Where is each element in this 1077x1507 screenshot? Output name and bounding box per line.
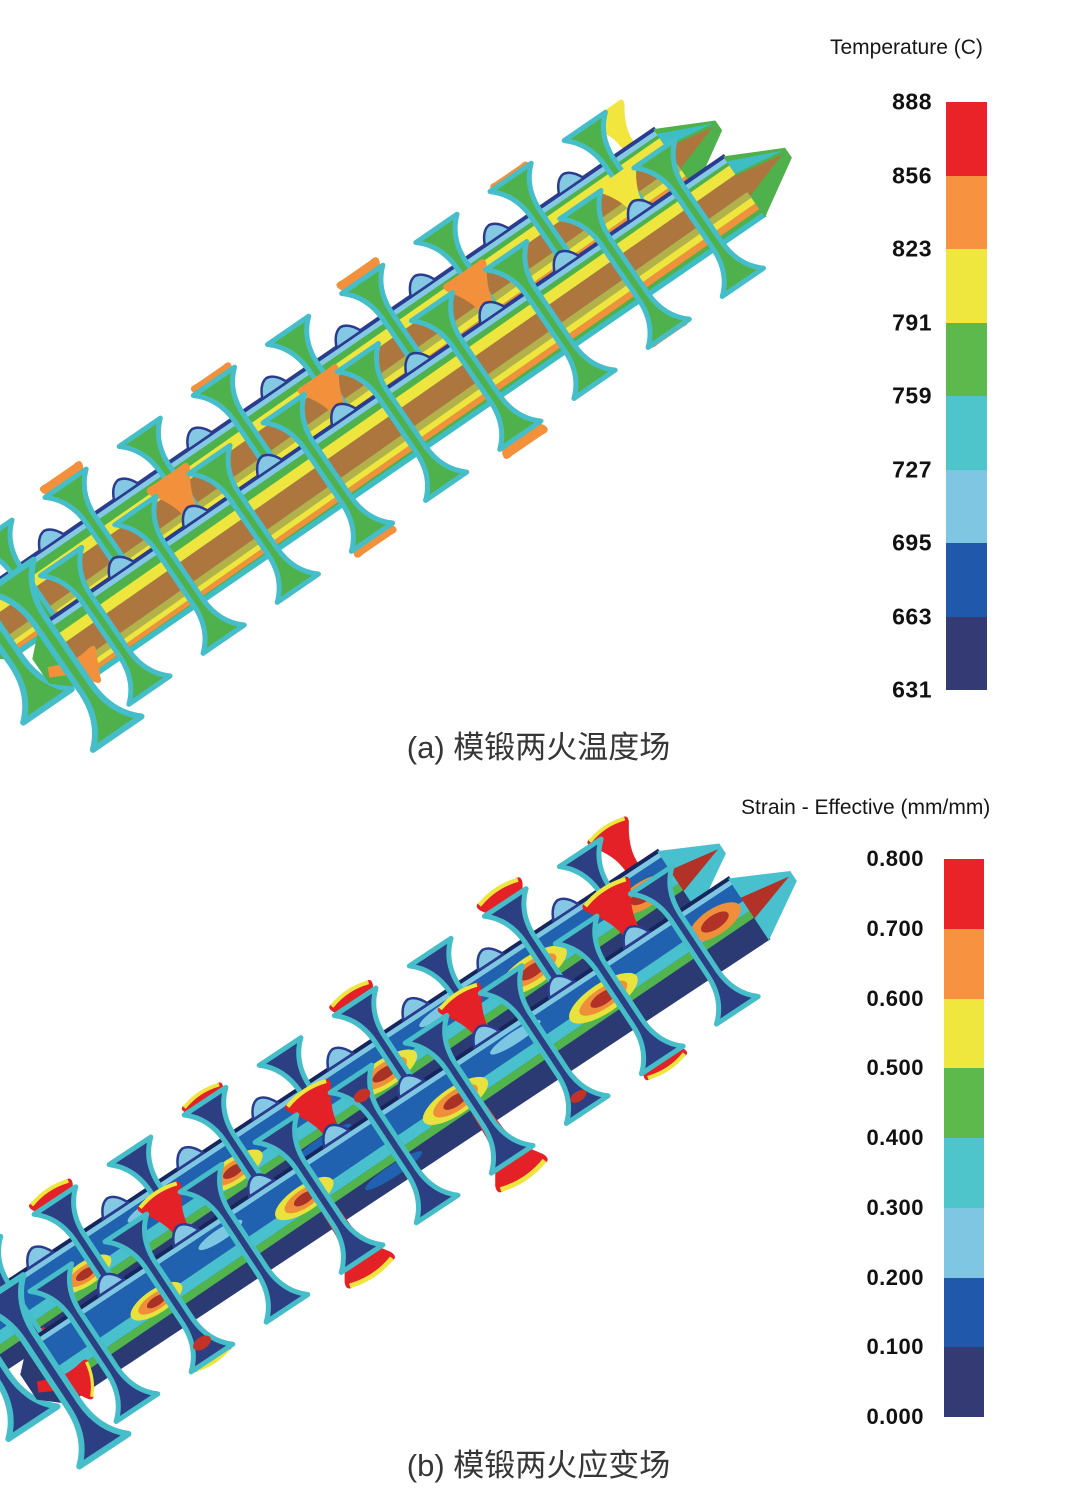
temperature-colorbar-ticks: 888 856 823 791 759 727 695 663 631 bbox=[826, 89, 932, 703]
colorbar-band bbox=[944, 1277, 984, 1348]
colorbar-band bbox=[946, 175, 987, 249]
colorbar-band bbox=[944, 859, 984, 929]
colorbar-band bbox=[944, 998, 984, 1069]
colorbar-band bbox=[946, 102, 987, 176]
colorbar-band bbox=[946, 396, 987, 470]
temperature-legend-title: Temperature (C) bbox=[830, 36, 983, 59]
strain-colorbar-ticks: 0.800 0.700 0.600 0.500 0.400 0.300 0.200 0.100… bbox=[816, 846, 924, 1429]
colorbar-tick-label: 727 bbox=[892, 456, 932, 482]
caption-b: (b) 模锻两火应变场 bbox=[406, 1448, 671, 1483]
temperature-model-group bbox=[0, 96, 812, 795]
colorbar-tick-label: 0.200 bbox=[866, 1264, 924, 1290]
colorbar-band bbox=[946, 322, 987, 396]
strain-legend-title: Strain - Effective (mm/mm) bbox=[741, 796, 991, 819]
colorbar-tick-label: 791 bbox=[892, 309, 932, 335]
colorbar-band bbox=[946, 249, 987, 323]
colorbar-tick-label: 759 bbox=[892, 382, 932, 409]
colorbar-tick-label: 0.400 bbox=[866, 1125, 924, 1150]
colorbar-band bbox=[944, 1068, 984, 1138]
colorbar-tick-label: 695 bbox=[892, 529, 932, 556]
colorbar-tick-label: 0.700 bbox=[866, 915, 924, 941]
front-rail bbox=[0, 123, 812, 750]
colorbar-tick-label: 0.500 bbox=[866, 1055, 924, 1081]
colorbar-band bbox=[946, 616, 987, 690]
colorbar-band bbox=[944, 928, 984, 999]
colorbar-tick-label: 0.300 bbox=[866, 1194, 924, 1220]
colorbar-tick-label: 823 bbox=[892, 235, 932, 262]
strain-field-model bbox=[0, 843, 816, 1463]
colorbar-tick-label: 0.000 bbox=[866, 1404, 924, 1429]
temperature-field-model bbox=[0, 96, 812, 735]
colorbar-tick-label: 0.800 bbox=[866, 846, 924, 871]
temperature-colorbar bbox=[946, 102, 987, 690]
colorbar-tick-label: 0.600 bbox=[866, 985, 924, 1011]
caption-a: (a) 模锻两火温度场 bbox=[406, 730, 671, 765]
colorbar-band bbox=[944, 1347, 984, 1417]
strain-colorbar bbox=[944, 859, 984, 1417]
front-rail bbox=[0, 846, 816, 1472]
rear-rail bbox=[0, 96, 742, 743]
colorbar-tick-label: 631 bbox=[892, 676, 932, 703]
colorbar-band bbox=[944, 1138, 984, 1208]
colorbar-band bbox=[946, 543, 987, 617]
strain-model-group bbox=[0, 747, 816, 1507]
colorbar-tick-label: 856 bbox=[892, 162, 932, 188]
colorbar-band bbox=[946, 469, 987, 543]
colorbar-tick-label: 888 bbox=[892, 88, 932, 115]
colorbar-tick-label: 0.100 bbox=[866, 1334, 924, 1360]
colorbar-tick-label: 663 bbox=[892, 603, 932, 629]
colorbar-band bbox=[944, 1207, 984, 1278]
